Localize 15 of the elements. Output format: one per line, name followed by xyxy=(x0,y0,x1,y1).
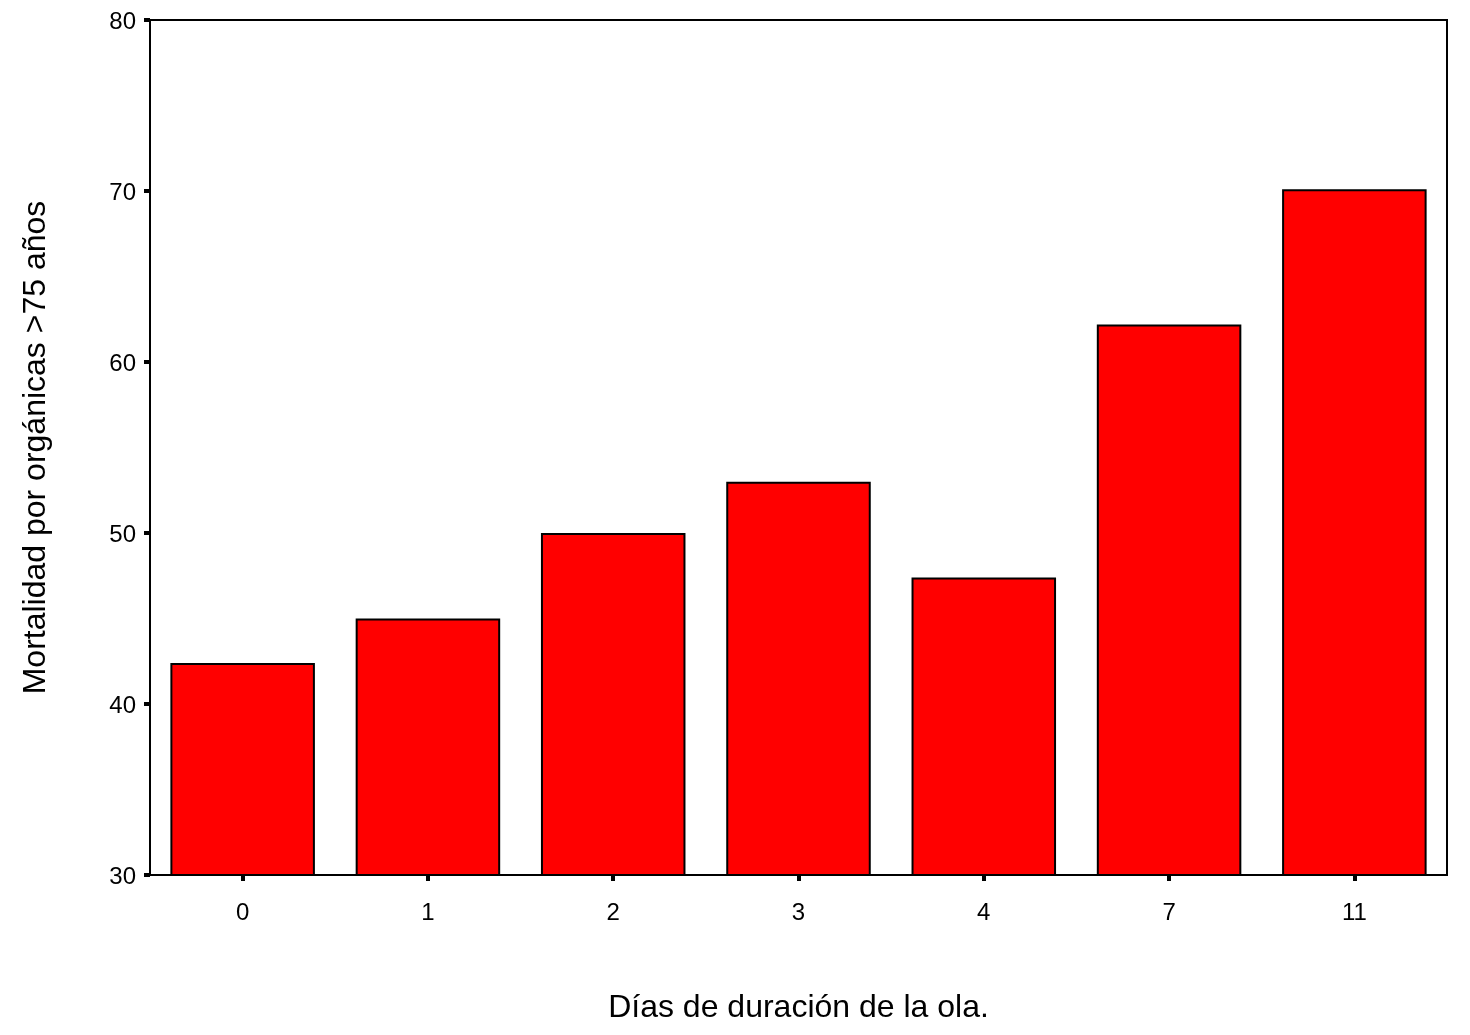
x-tick-label: 11 xyxy=(1341,897,1367,925)
y-tick-label: 80 xyxy=(109,6,136,34)
y-tick-label: 50 xyxy=(109,519,136,547)
x-tick-label: 0 xyxy=(235,897,250,925)
y-tick-label: 30 xyxy=(109,861,136,889)
y-tick-label: 70 xyxy=(109,177,136,205)
x-axis-title: Días de duración de la ola. xyxy=(608,988,989,1024)
x-tick-label: 7 xyxy=(1162,897,1176,925)
x-tick-label: 3 xyxy=(791,897,806,925)
x-tick-label: 1 xyxy=(421,897,435,925)
y-axis-title: Mortalidad por orgánicas >75 años xyxy=(16,200,52,695)
y-tick-label: 40 xyxy=(109,690,136,718)
x-tick-label: 2 xyxy=(606,897,620,925)
y-tick-label: 60 xyxy=(109,348,136,376)
x-tick-label: 4 xyxy=(977,897,991,925)
